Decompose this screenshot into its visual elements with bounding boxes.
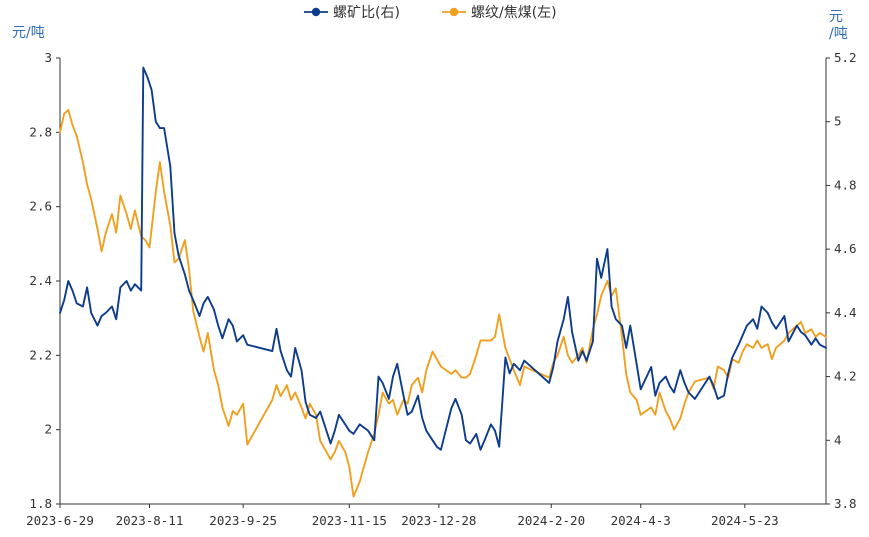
right-tick-label: 3.8 (834, 496, 857, 511)
x-tick-label: 2024-4-3 (611, 513, 671, 528)
x-tick-label: 2023-12-28 (401, 513, 476, 528)
x-tick-label: 2024-5-23 (711, 513, 779, 528)
left-axis-ticks: 1.8 2 2.2 2.4 2.6 2.8 3 (29, 50, 60, 511)
left-tick-label: 2.4 (29, 273, 52, 288)
x-tick-label: 2023-8-11 (116, 513, 184, 528)
legend-label-ore-ratio: 螺矿比(右) (333, 5, 400, 21)
legend: 螺矿比(右) 螺纹/焦煤(左) (304, 5, 557, 21)
x-tick-label: 2023-9-25 (209, 513, 277, 528)
x-tick-label: 2024-2-20 (517, 513, 585, 528)
left-tick-label: 2 (44, 422, 52, 437)
right-tick-label: 4 (834, 432, 842, 447)
right-axis-ticks: 3.8 4 4.2 4.4 4.6 4.8 5 5.2 (826, 50, 857, 511)
series-line-ore-ratio (59, 66, 827, 451)
right-tick-label: 5.2 (834, 50, 857, 65)
legend-item-ore-ratio: 螺矿比(右) (304, 5, 400, 21)
right-tick-label: 4.6 (834, 241, 857, 256)
left-tick-label: 1.8 (29, 496, 52, 511)
right-tick-label: 5 (834, 114, 842, 129)
left-tick-label: 3 (44, 50, 52, 65)
legend-item-coking-coal-ratio: 螺纹/焦煤(左) (442, 5, 557, 21)
x-tick-label: 2023-11-15 (312, 513, 387, 528)
right-axis-unit-line2: /吨 (829, 26, 848, 42)
right-axis-unit-line1: 元 (829, 9, 843, 25)
legend-label-coking-coal-ratio: 螺纹/焦煤(左) (471, 5, 557, 21)
right-tick-label: 4.2 (834, 369, 857, 384)
left-tick-label: 2.8 (29, 124, 52, 139)
x-axis-ticks: 2023-6-29 2023-8-11 2023-9-25 2023-11-15 202… (26, 504, 779, 528)
left-tick-label: 2.6 (29, 199, 52, 214)
right-tick-label: 4.4 (834, 305, 857, 320)
series-line-coking-coal-ratio (59, 109, 827, 498)
left-axis-unit: 元/吨 (12, 25, 45, 41)
x-tick-label: 2023-6-29 (26, 513, 94, 528)
series-layer (59, 66, 827, 498)
left-tick-label: 2.2 (29, 347, 52, 362)
right-tick-label: 4.8 (834, 177, 857, 192)
